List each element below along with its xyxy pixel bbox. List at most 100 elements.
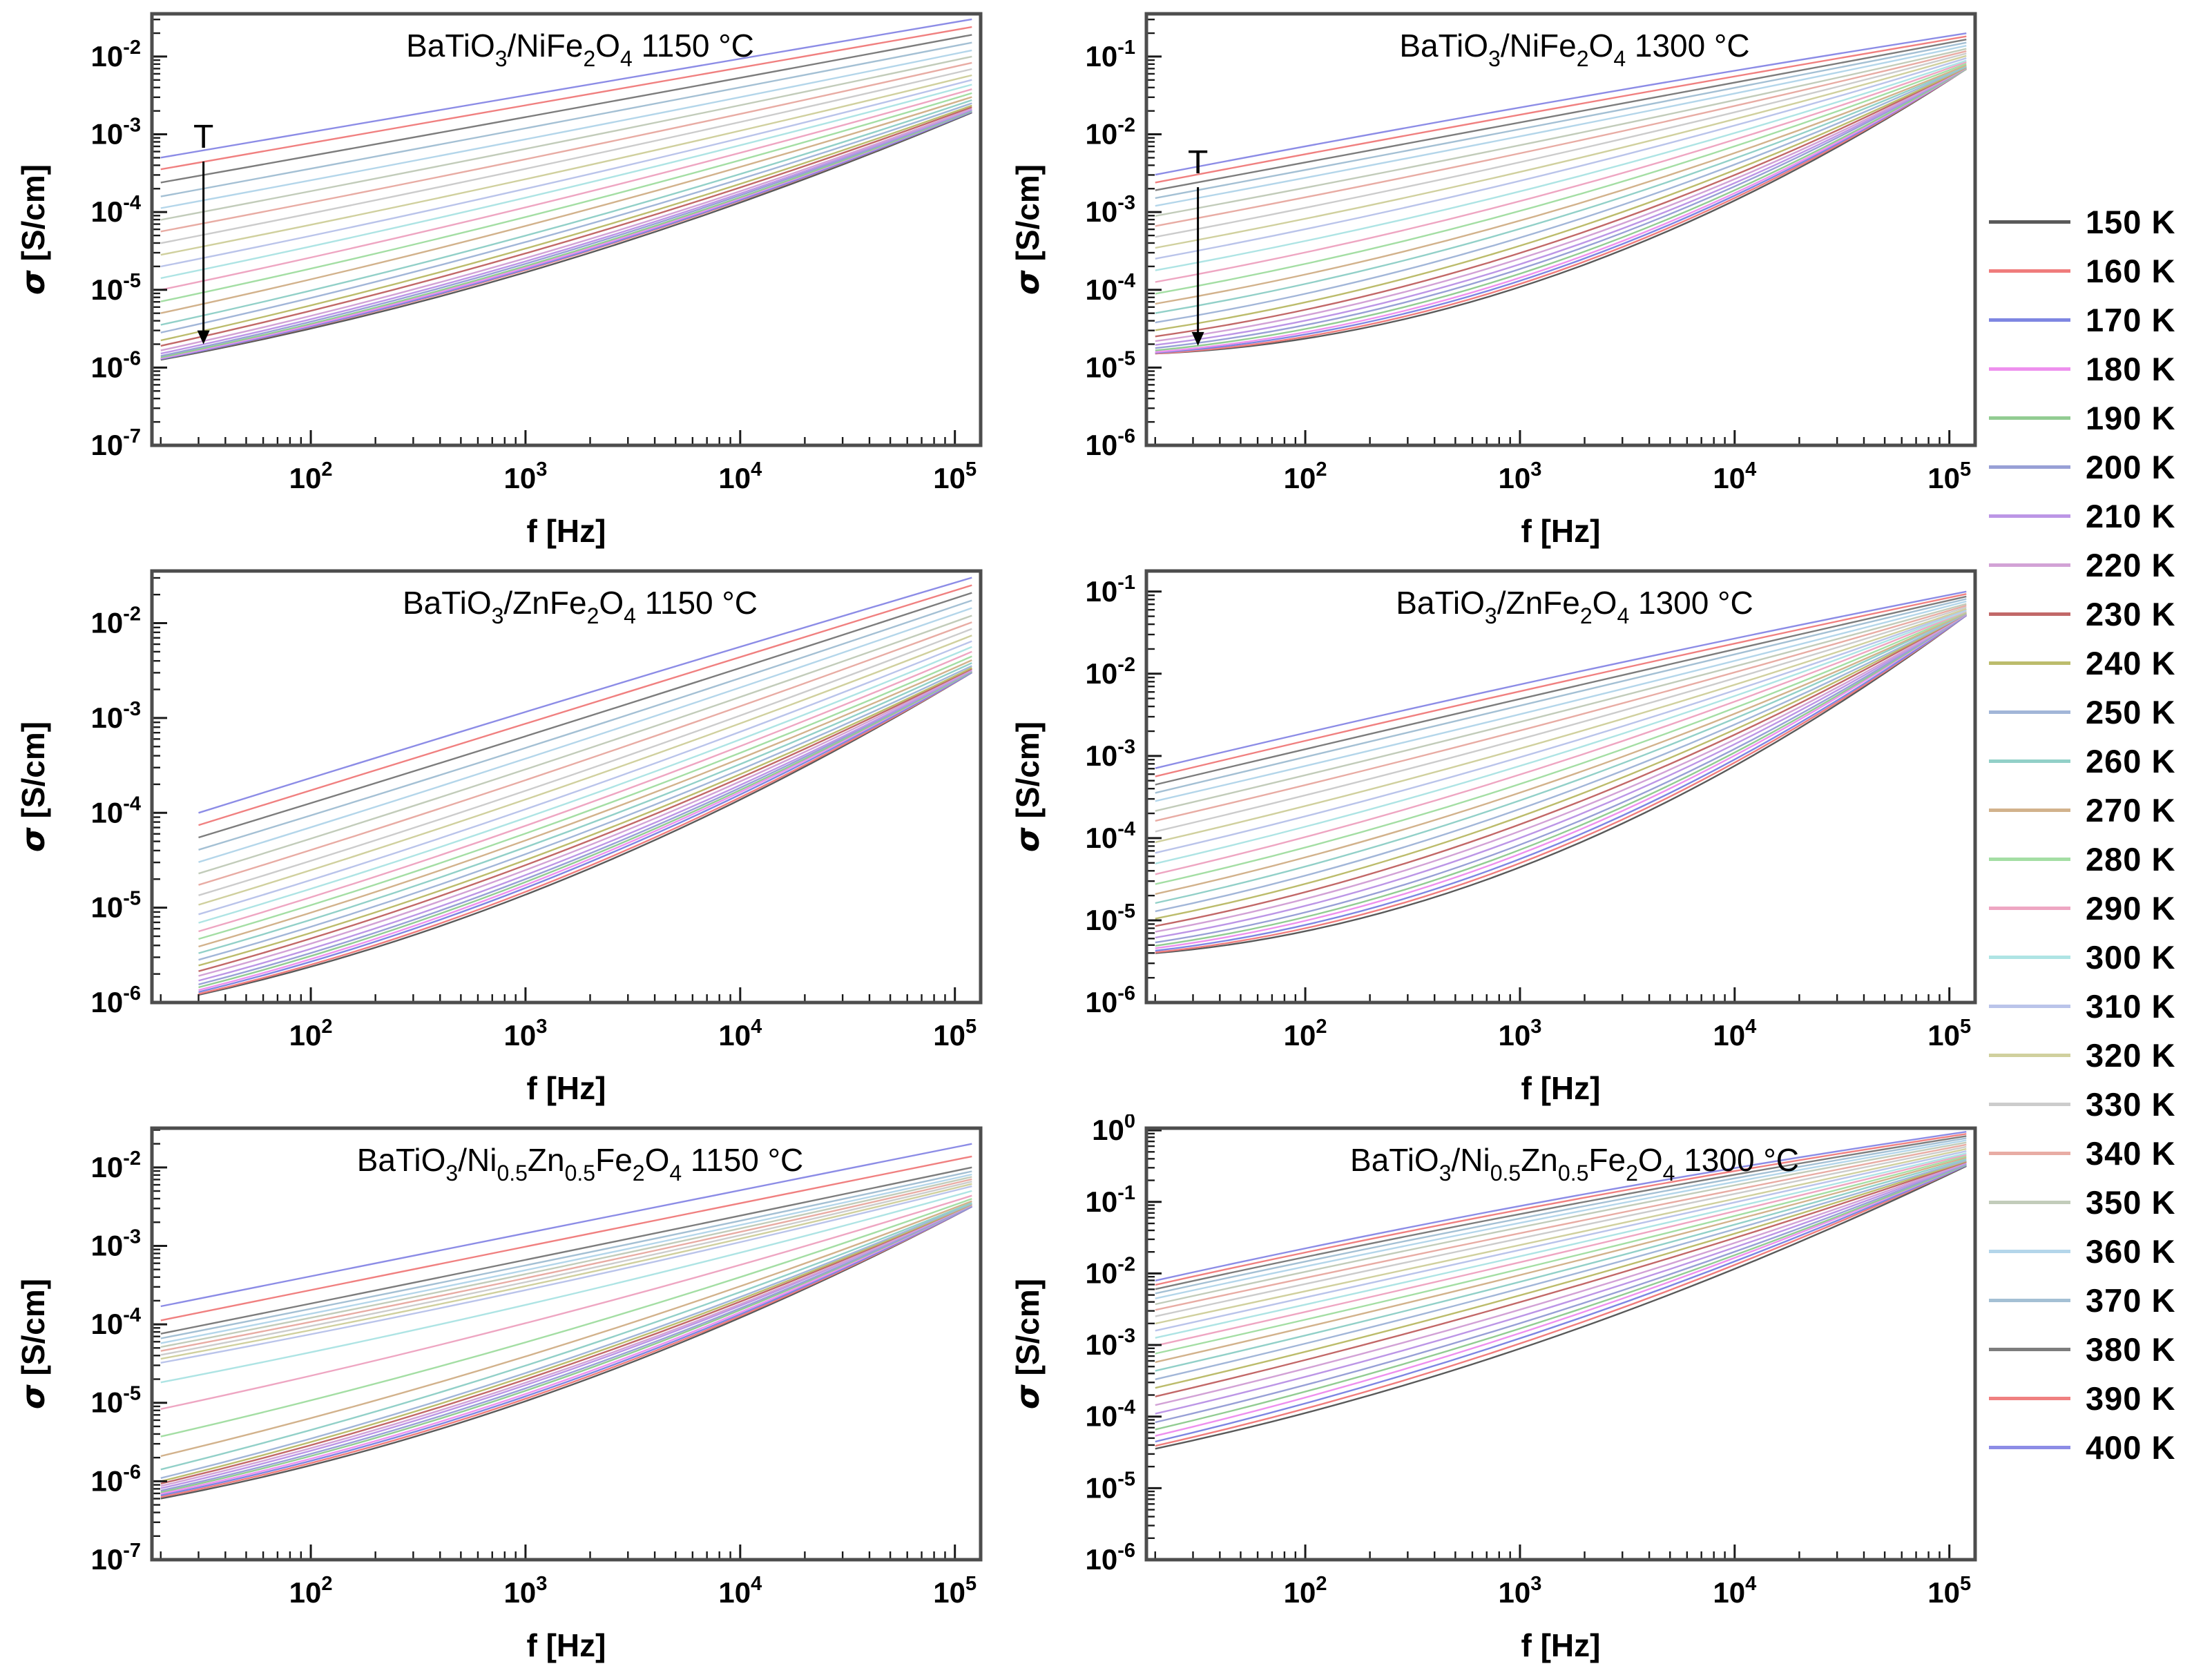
- series-220k: [198, 668, 972, 977]
- panel-nizn-1150: 102 103 104 105 10-7 10-6 10-5 10-4 10-3 10-2 BaTi…: [0, 1114, 994, 1672]
- series-180k: [1155, 614, 1967, 949]
- y-axis-label: σ [S/cm]: [1009, 1279, 1046, 1409]
- x-tick-label: 103: [504, 1016, 548, 1052]
- legend-label: 290 K: [2086, 890, 2176, 927]
- y-tick-label: 10-1: [1085, 37, 1135, 72]
- series-310k: [198, 640, 972, 916]
- series-270k: [160, 96, 972, 314]
- y-axis-label: σ [S/cm]: [15, 1279, 52, 1409]
- legend-entry-190k: 190 K: [1989, 394, 2212, 443]
- series-290k: [1155, 61, 1967, 283]
- series-210k: [160, 1204, 972, 1489]
- series-220k: [160, 1204, 972, 1487]
- series-320k: [198, 635, 972, 906]
- series-240k: [1155, 612, 1967, 920]
- plot-frame: [1144, 12, 1977, 447]
- legend-line-swatch: [1989, 759, 2070, 763]
- y-tick-label: 10-6: [90, 982, 141, 1018]
- series-310k: [1155, 608, 1967, 854]
- series-160k: [1155, 614, 1968, 953]
- series-280k: [1155, 62, 1967, 295]
- series-280k: [1155, 1155, 1967, 1355]
- legend-label: 350 K: [2086, 1184, 2176, 1221]
- series-300k: [1155, 609, 1967, 864]
- legend-label: 390 K: [2086, 1380, 2176, 1417]
- legend-line-swatch: [1989, 1152, 2070, 1155]
- series-160k: [1155, 1164, 1967, 1447]
- series-380k: [198, 592, 972, 839]
- series-200k: [198, 670, 972, 986]
- series-350k: [160, 55, 972, 221]
- legend-entry-390k: 390 K: [1989, 1374, 2212, 1423]
- legend-label: 360 K: [2086, 1233, 2176, 1270]
- y-tick-label: 10-5: [90, 888, 141, 924]
- series-310k: [1155, 57, 1967, 260]
- series-240k: [1155, 66, 1967, 331]
- x-tick-label: 103: [504, 1573, 548, 1609]
- x-tick-label: 102: [1284, 1573, 1327, 1609]
- x-tick-label: 105: [933, 1016, 977, 1052]
- y-tick-label: 100: [1092, 1114, 1135, 1146]
- series-170k: [198, 671, 972, 994]
- legend-line-swatch: [1989, 563, 2070, 567]
- series-360k: [1155, 600, 1967, 802]
- series-230k: [198, 668, 972, 972]
- y-tick-label: 10-3: [1085, 736, 1135, 772]
- y-tick-label: 10-3: [1085, 192, 1135, 228]
- panels-grid: 102 103 104 105 10-7 10-6 10-5 10-4 10-3 10-2 BaTi…: [0, 12, 1977, 1672]
- legend-line-swatch: [1989, 1397, 2070, 1400]
- series-260k: [160, 1201, 972, 1471]
- series-150k: [1155, 614, 1968, 954]
- series-400k: [198, 577, 972, 814]
- y-tick-label: 10-2: [1085, 1253, 1135, 1289]
- series-400k: [1155, 1131, 1967, 1281]
- series-260k: [160, 99, 972, 326]
- series-150k: [1155, 68, 1967, 355]
- series-340k: [198, 621, 972, 886]
- y-tick-label: 10-1: [1085, 572, 1135, 608]
- legend-line-swatch: [1989, 514, 2070, 518]
- panel-title: BaTiO3/Ni0.5Zn0.5Fe2O4 1300 °C: [1350, 1142, 1799, 1185]
- series-320k: [1155, 1148, 1967, 1325]
- series-170k: [160, 110, 972, 360]
- series-350k: [160, 1176, 972, 1348]
- plot-frame: [150, 1126, 983, 1562]
- panel-chart-znfe-1150: 102 103 104 105 10-6 10-5 10-4 10-3 10-2 BaTiO3/Z…: [15, 569, 983, 1106]
- series-320k: [160, 1183, 972, 1360]
- series-270k: [1155, 64, 1967, 305]
- legend-line-swatch: [1989, 907, 2070, 910]
- x-axis-label: f [Hz]: [527, 513, 606, 549]
- series-370k: [160, 41, 972, 197]
- legend-label: 330 K: [2086, 1086, 2176, 1123]
- series-160k: [198, 671, 972, 995]
- x-tick-label: 102: [289, 1573, 333, 1609]
- series-150k: [160, 1206, 972, 1500]
- series-210k: [1155, 614, 1967, 939]
- y-tick-label: 10-3: [90, 1226, 141, 1261]
- series-280k: [160, 92, 972, 302]
- y-tick-label: 10-6: [90, 347, 141, 383]
- x-tick-label: 102: [1284, 458, 1327, 494]
- series-250k: [1155, 1159, 1967, 1380]
- series-180k: [160, 1205, 972, 1495]
- series-230k: [1155, 1161, 1967, 1397]
- y-tick-label: 10-2: [90, 1148, 141, 1183]
- series-200k: [1155, 614, 1967, 944]
- y-tick-label: 10-5: [90, 270, 141, 306]
- series-200k: [160, 109, 972, 357]
- legend-entry-180k: 180 K: [1989, 345, 2212, 394]
- temperature-annotation-label: T: [193, 119, 213, 155]
- series-250k: [160, 1202, 972, 1479]
- y-axis-label: σ [S/cm]: [15, 164, 52, 295]
- legend-line-swatch: [1989, 661, 2070, 665]
- x-tick-label: 105: [1927, 458, 1971, 494]
- legend-entry-280k: 280 K: [1989, 835, 2212, 884]
- series-250k: [160, 102, 972, 333]
- x-axis-label: f [Hz]: [1521, 1070, 1601, 1106]
- series-380k: [1155, 1135, 1967, 1290]
- legend-entry-310k: 310 K: [1989, 982, 2212, 1031]
- y-tick-label: 10-6: [90, 1461, 141, 1497]
- x-tick-label: 104: [1713, 458, 1756, 494]
- series-360k: [160, 1173, 972, 1344]
- legend-line-swatch: [1989, 1005, 2070, 1008]
